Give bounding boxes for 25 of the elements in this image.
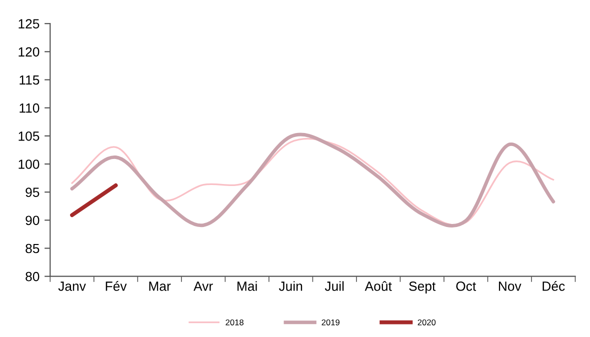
x-tick-label: Nov (498, 282, 522, 291)
x-tick-label: Déc (542, 281, 565, 291)
x-tick-label: Mai (238, 281, 257, 291)
x-tick-label: Avr (194, 282, 213, 291)
legend-label: 2018 (226, 319, 244, 326)
y-tick-label: 120 (18, 47, 40, 57)
y-tick-label: 115 (20, 75, 40, 85)
x-tick-label: Sept (409, 282, 436, 294)
x-tick-label: Janv (58, 282, 86, 291)
x-tick-label: Oct (456, 282, 476, 291)
y-tick-label: 100 (18, 160, 40, 169)
legend-label: 2020 (418, 319, 436, 326)
x-tick-label: Juin (278, 281, 302, 291)
y-tick-label: 95 (26, 188, 40, 197)
y-tick-label: 125 (18, 19, 40, 28)
y-tick-label: 90 (26, 216, 40, 226)
y-tick-label: 85 (26, 244, 40, 254)
y-tick-label: 110 (20, 103, 40, 113)
y-tick-label: 80 (26, 272, 40, 282)
x-tick-label: Août (364, 281, 392, 291)
y-tick-label: 105 (18, 131, 40, 141)
legend-label: 2019 (322, 319, 340, 326)
x-tick-label: Fév (106, 281, 127, 291)
x-tick-label: Juil (324, 281, 344, 291)
x-tick-label: Mar (149, 282, 171, 291)
